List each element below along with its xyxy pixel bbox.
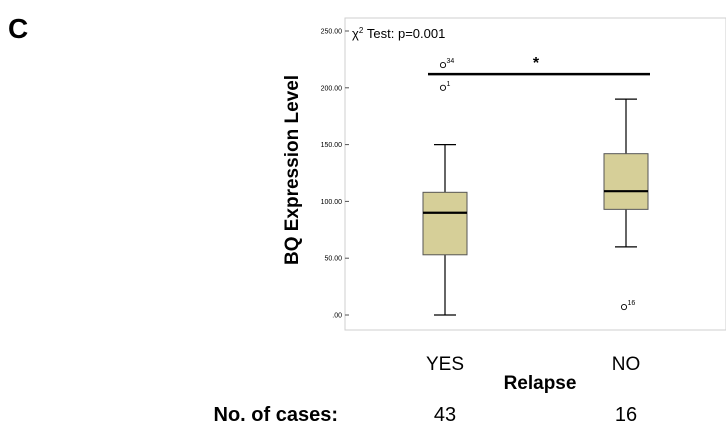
y-tick-label: 200.00 [321,85,343,92]
chi-symbol: χ [352,26,359,41]
chi-superscript: 2 [359,26,364,35]
y-tick-label: 50.00 [324,256,342,263]
y-axis-ticks: .00 50.00 100.00 150.00 200.00 250.00 [321,29,349,320]
category-label-yes: YES [426,354,464,375]
outlier-point [439,84,447,91]
cases-label: No. of cases: [214,404,338,426]
outlier-point [439,62,447,69]
box-yes [422,191,468,256]
category-label-no: NO [612,354,641,375]
outlier-label: 16 [628,300,636,307]
cases-value-yes: 43 [434,404,456,426]
chi-test-result: Test: p=0.001 [363,26,445,41]
box-no [603,153,649,210]
y-tick-label: .00 [332,313,342,320]
outlier-label: 34 [447,58,455,65]
y-tick-label: 250.00 [321,29,343,36]
plot-frame [344,17,726,331]
panel-letter: C [8,13,28,44]
outlier-label: 1 [447,81,451,88]
y-tick-label: 150.00 [321,142,343,149]
significance-star: * [533,55,540,72]
y-axis-label: BQ Expression Level [282,75,303,265]
cases-value-no: 16 [615,404,637,426]
x-axis-label: Relapse [504,373,577,394]
boxes: 1 34 16 [422,58,649,316]
outlier-point [620,303,628,311]
y-tick-label: 100.00 [321,199,343,206]
chi-square-annotation: χ2 Test: p=0.001 [352,26,445,41]
